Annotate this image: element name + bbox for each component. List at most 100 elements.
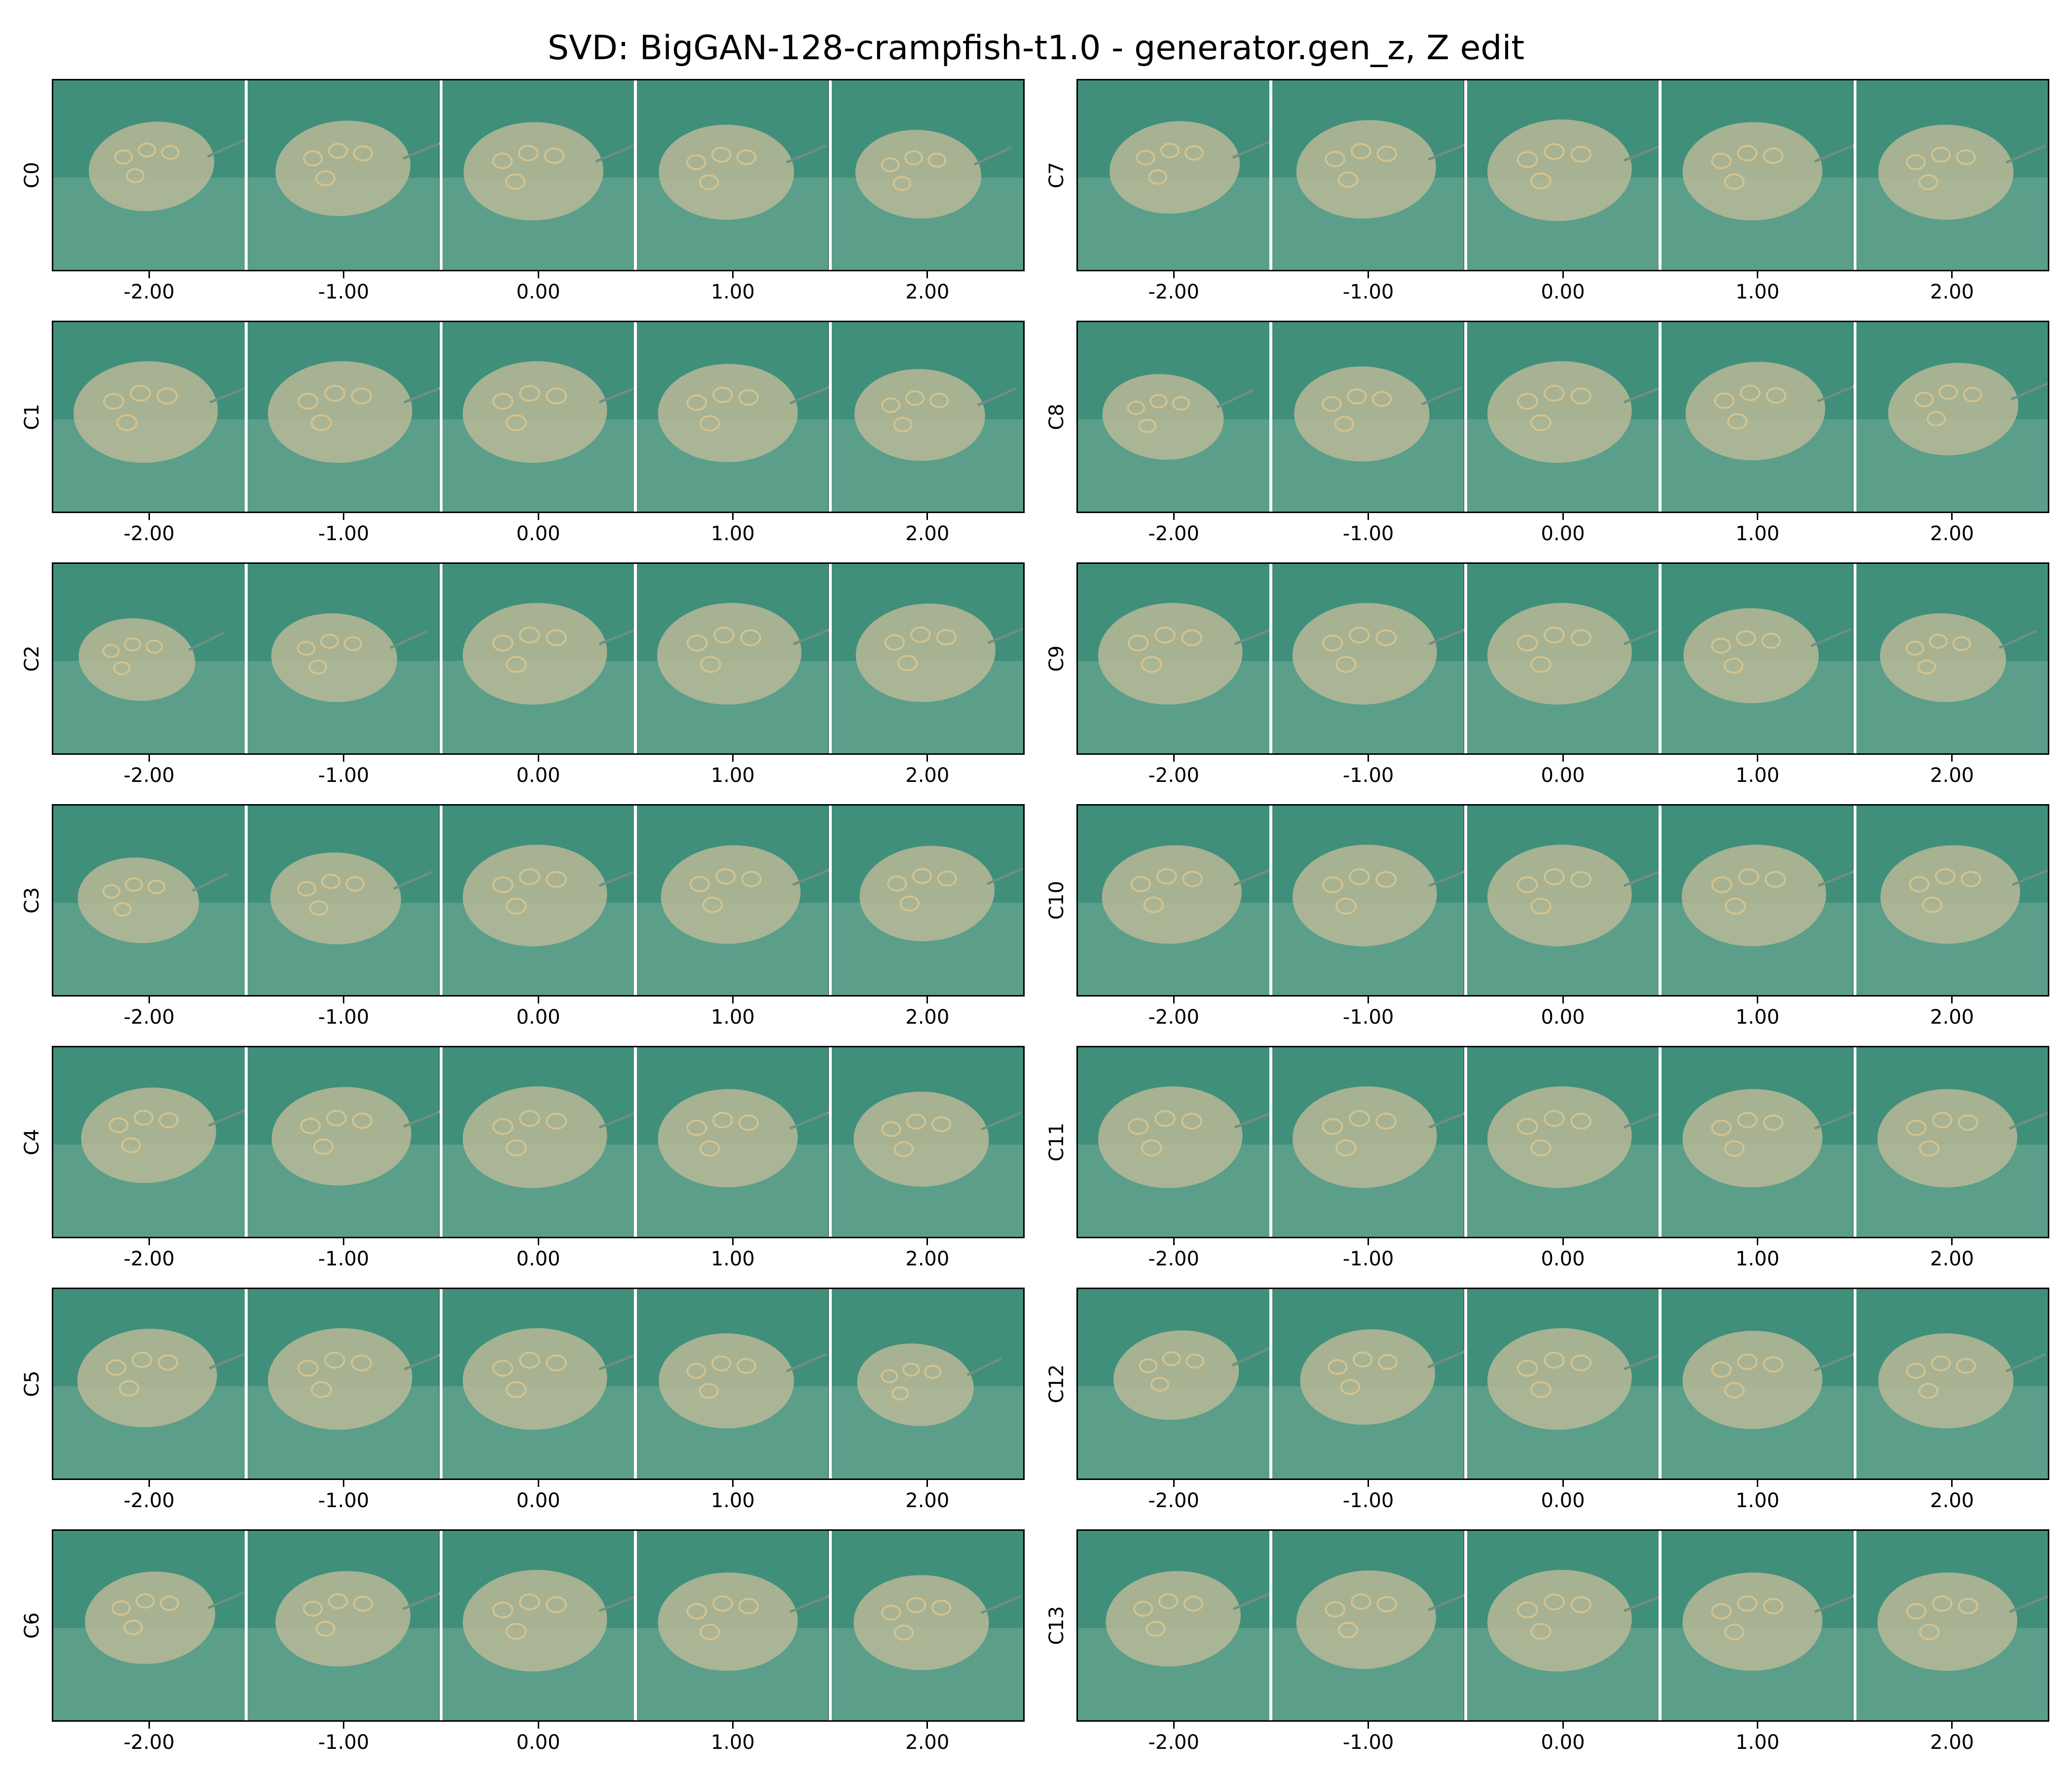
crampfish-figure (1296, 120, 1464, 219)
row-label: C6 (21, 1612, 43, 1639)
x-tick-label: -2.00 (123, 1006, 175, 1029)
figure-title: SVD: BigGAN-128-crampfish-t1.0 - generat… (547, 29, 1525, 68)
x-tick-mark (1951, 513, 1953, 520)
generated-image (1853, 1047, 2048, 1237)
crampfish-figure (657, 603, 829, 705)
generated-image (828, 806, 1023, 995)
x-tick-label: 2.00 (905, 1248, 950, 1270)
crampfish-figure (1293, 1086, 1464, 1188)
x-tick-label: 1.00 (1735, 1489, 1779, 1512)
x-tick-label: 0.00 (1541, 1731, 1585, 1754)
x-tick-mark (1951, 1238, 1953, 1245)
crampfish-figure (1098, 1086, 1270, 1188)
crampfish-figure (1682, 1089, 1853, 1187)
x-tick-label: 2.00 (905, 1731, 950, 1754)
x-tick-label: 1.00 (710, 1489, 755, 1512)
row-label: C5 (21, 1370, 43, 1397)
x-tick-mark (1368, 1480, 1369, 1487)
x-tick-mark (343, 1722, 345, 1729)
x-tick-mark (343, 1480, 345, 1487)
x-tick-mark (343, 513, 345, 520)
generated-image (634, 322, 829, 512)
x-tick-label: 0.00 (1541, 1006, 1585, 1029)
generated-image (1078, 80, 1270, 270)
x-tick-label: -2.00 (123, 1248, 175, 1270)
generated-image (1464, 564, 1659, 753)
x-tick-label: -2.00 (123, 281, 175, 303)
generated-image (245, 1047, 440, 1237)
generated-image (245, 1531, 440, 1720)
x-tick-mark (926, 1238, 928, 1245)
x-tick-mark (1173, 755, 1175, 762)
crampfish-figure (1685, 362, 1853, 461)
generated-image (1269, 806, 1464, 995)
generated-image (1464, 1531, 1659, 1720)
crampfish-figure (1487, 1328, 1659, 1430)
x-tick-label: -1.00 (1342, 1731, 1394, 1754)
crampfish-figure (853, 1575, 1022, 1670)
x-tick-label: 1.00 (710, 1248, 755, 1270)
crampfish-figure (1293, 603, 1464, 705)
x-tick-mark (1562, 1722, 1564, 1729)
x-tick-mark (1951, 271, 1953, 278)
x-tick-mark (148, 513, 150, 520)
x-tick-label: 1.00 (1735, 522, 1779, 545)
crampfish-figure (462, 1086, 634, 1188)
generated-image (1269, 322, 1464, 512)
crampfish-figure (73, 361, 245, 463)
image-strip-c5 (52, 1288, 1025, 1480)
crampfish-figure (1294, 366, 1463, 462)
x-tick-label: 2.00 (1930, 1731, 1974, 1754)
x-tick-label: 0.00 (516, 1248, 560, 1270)
x-tick-label: 1.00 (710, 281, 755, 303)
x-tick-mark (926, 271, 928, 278)
x-tick-label: -1.00 (1342, 1489, 1394, 1512)
crampfish-figure (77, 857, 229, 943)
x-tick-mark (148, 1480, 150, 1487)
crampfish-figure (855, 130, 1012, 219)
generated-image (1464, 80, 1659, 270)
x-tick-label: -1.00 (318, 1248, 370, 1270)
x-tick-mark (1951, 1722, 1953, 1729)
image-strip-c3 (52, 804, 1025, 997)
x-tick-mark (1951, 1480, 1953, 1487)
x-tick-mark (1173, 1480, 1175, 1487)
x-tick-mark (732, 513, 734, 520)
x-tick-label: 0.00 (516, 764, 560, 787)
generated-image (245, 806, 440, 995)
generated-image (1269, 1047, 1464, 1237)
crampfish-figure (1296, 1570, 1464, 1669)
x-tick-mark (537, 1722, 539, 1729)
x-tick-label: -2.00 (1148, 1248, 1199, 1270)
x-tick-mark (1368, 1238, 1369, 1245)
crampfish-figure (1300, 1329, 1464, 1425)
image-strip-c0 (52, 79, 1025, 271)
x-tick-label: -2.00 (1148, 281, 1199, 303)
crampfish-figure (659, 1333, 827, 1429)
x-tick-label: 1.00 (710, 764, 755, 787)
generated-image (1464, 1289, 1659, 1479)
x-tick-mark (1368, 513, 1369, 520)
x-tick-mark (537, 1480, 539, 1487)
crampfish-figure (1682, 1572, 1853, 1671)
generated-image (245, 80, 440, 270)
generated-image (53, 806, 245, 995)
generated-image (1659, 1289, 1853, 1479)
x-tick-label: -1.00 (318, 522, 370, 545)
crampfish-figure (1878, 124, 2047, 220)
x-tick-label: 2.00 (905, 1006, 950, 1029)
x-tick-label: -1.00 (318, 1489, 370, 1512)
x-tick-label: 2.00 (1930, 1248, 1974, 1270)
generated-image (439, 322, 634, 512)
generated-image (1464, 806, 1659, 995)
row-label: C9 (1045, 645, 1068, 672)
row-label: C12 (1045, 1364, 1068, 1404)
row-label: C10 (1045, 881, 1068, 920)
crampfish-figure (268, 361, 440, 463)
generated-image (828, 322, 1023, 512)
x-tick-label: 2.00 (1930, 522, 1974, 545)
generated-image (1853, 564, 2048, 753)
x-tick-mark (1173, 271, 1175, 278)
crampfish-figure (659, 124, 827, 220)
generated-image (1659, 322, 1853, 512)
